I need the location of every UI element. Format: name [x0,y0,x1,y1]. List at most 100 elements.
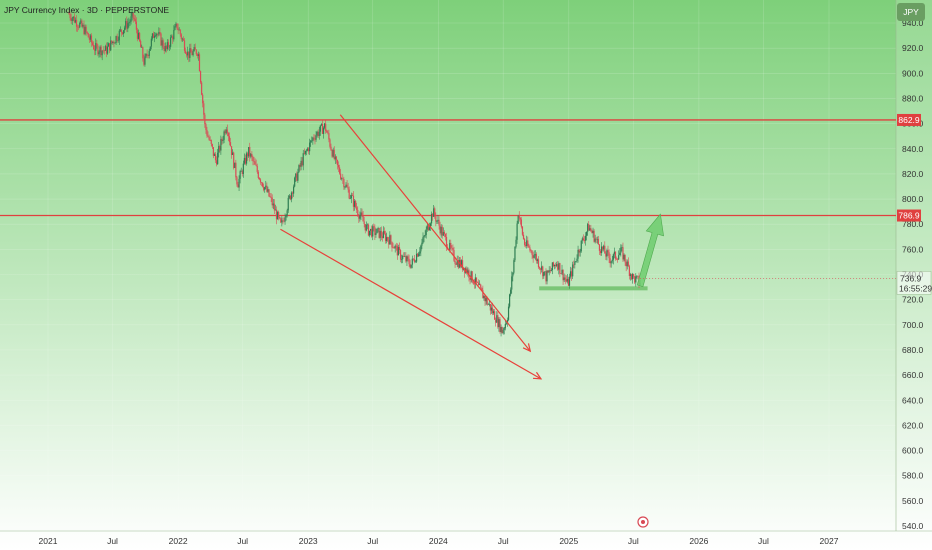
candle-body [151,33,154,39]
candle [228,132,231,146]
candle-body [547,270,549,273]
candle-body [350,195,352,199]
candle [87,32,89,38]
candle-body [326,131,328,133]
candle [497,310,499,329]
candle-body [505,323,508,325]
candle [282,217,284,225]
candle [402,254,404,264]
candle [165,45,167,53]
trendline[interactable] [339,114,531,352]
candle [584,232,587,246]
candle-body [612,254,614,260]
candle-body [208,136,210,140]
candle-body [122,30,125,35]
candle-body [359,215,361,219]
candle [424,230,426,238]
candle-body [568,276,571,286]
candle-body [124,27,126,31]
candle [103,49,105,55]
candle-body [141,47,143,48]
candle-body [372,226,374,237]
candle-body [175,23,177,27]
candle [236,176,238,187]
candle [586,231,588,241]
candle [179,29,181,37]
candle [437,215,439,224]
candle-body [390,235,392,242]
candle [285,214,287,221]
candle [122,30,125,38]
candle-body [81,20,83,27]
candle-body [321,123,324,134]
candle-body [408,258,410,265]
candle [394,244,396,253]
candle [353,198,356,211]
projection-arrow[interactable] [636,213,664,288]
candle-body [144,56,146,65]
candle-body [367,224,370,236]
candle-body [535,254,537,261]
candle-body [91,42,94,45]
candle [167,39,170,50]
candle-body [496,315,498,323]
candle [268,188,270,197]
candle [582,234,585,242]
candle-body [115,36,117,43]
candle-body [556,264,558,266]
candle-body [405,256,407,262]
candle [435,212,437,227]
candle-body [152,33,155,38]
candle-body [255,164,257,166]
candle-body [239,171,241,179]
candle-body [450,242,452,248]
candle [177,23,179,35]
candle [76,24,79,32]
candle-body [625,262,627,267]
candle [495,317,497,327]
candle-body [558,263,560,270]
candle [105,42,108,58]
y-tick-label: 900.0 [902,68,924,78]
candle [550,268,552,272]
candle [218,141,220,158]
candle [525,242,527,248]
candle-body [588,224,590,231]
candle [410,264,412,269]
candle [516,220,518,244]
candle-body [107,43,110,47]
candle-body [263,186,265,190]
candle [532,251,534,263]
event-marker[interactable] [637,516,649,528]
candle [171,34,173,38]
candle [178,27,180,31]
candle [132,12,134,23]
candle-body [401,259,403,260]
candle-body [403,255,405,257]
trendline[interactable] [280,228,542,380]
candle-body [425,229,427,236]
candle-body [444,234,447,237]
candle-body [470,271,472,280]
symbol-badge[interactable]: JPY [897,3,925,21]
candle [397,244,399,256]
candle [492,309,495,315]
candle [529,244,531,253]
candle [445,232,448,252]
candle-body [296,173,298,181]
candle [365,221,367,232]
candle-body [236,177,238,185]
candle-body [620,247,622,253]
candle [145,53,147,59]
support-bar[interactable] [539,286,648,291]
candle [148,48,150,59]
candle [79,21,81,29]
candle-body [391,241,393,248]
symbol-badge-box [897,3,925,21]
candle [526,235,528,249]
candle [199,70,202,85]
candle-body [240,171,242,172]
trendlines [280,114,543,380]
